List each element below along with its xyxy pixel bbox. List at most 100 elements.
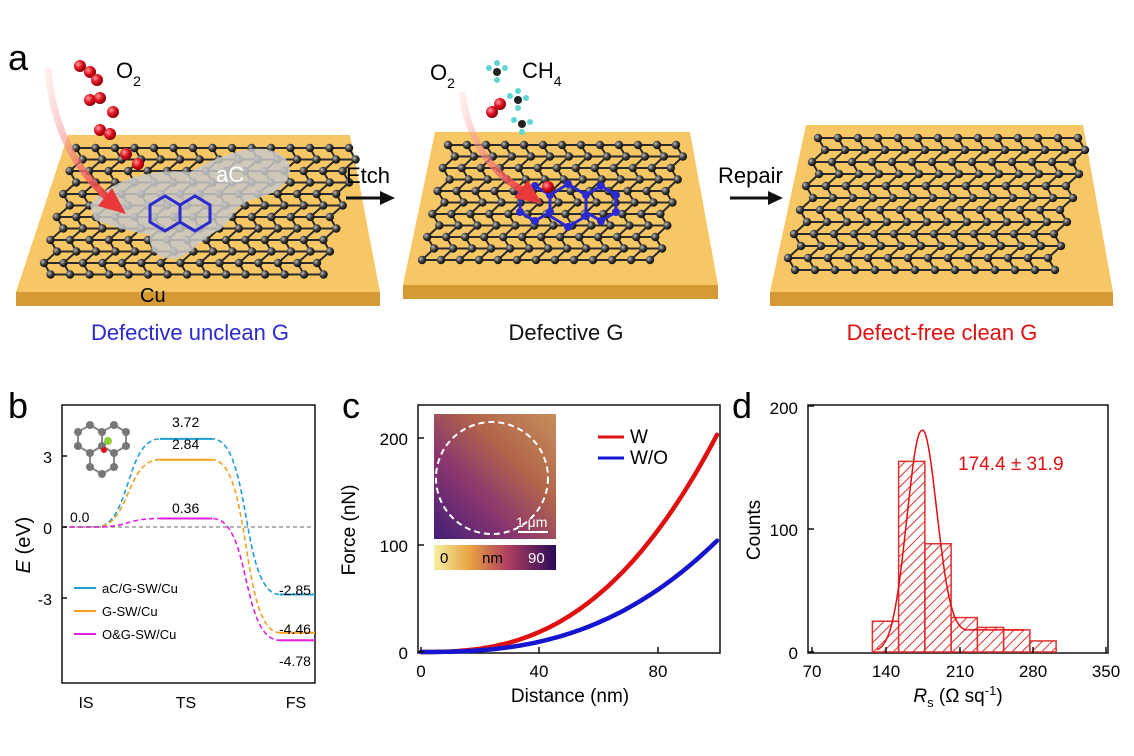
panel-a-letter: a bbox=[8, 37, 29, 78]
afm-dashed-circle bbox=[435, 421, 549, 535]
energy-curve-1 bbox=[62, 438, 315, 596]
colorbar-max: 90 bbox=[528, 550, 545, 567]
methane-molecules bbox=[486, 60, 533, 135]
y-ticks-d bbox=[808, 405, 814, 653]
colorbar-unit: nm bbox=[482, 550, 503, 567]
value-label-fs3: -4.78 bbox=[279, 653, 311, 669]
panel-b: b 3 0 -3 E (eV) bbox=[8, 385, 316, 712]
amorphous-carbon-blob bbox=[90, 148, 291, 259]
histogram-bar-7 bbox=[1029, 640, 1057, 653]
caption-defective: Defective G bbox=[509, 320, 624, 345]
y-tick-label-d-0: 0 bbox=[789, 644, 798, 663]
y-tick-label-b-0: 0 bbox=[43, 521, 52, 538]
legend-b: aC/G-SW/Cu G-SW/Cu O&G-SW/Cu bbox=[74, 581, 178, 642]
plot-frame-c bbox=[417, 404, 721, 654]
panel-c-letter: c bbox=[342, 385, 360, 426]
fit-annotation-d: 174.4 ± 31.9 bbox=[958, 454, 1064, 475]
panel-c: c 0 100 200 0 40 80 Distance (nm) Force … bbox=[339, 385, 721, 707]
legend-c: W W/O bbox=[598, 427, 668, 469]
oxygen-flux-arrow-2 bbox=[458, 91, 527, 196]
oxygen-flux-arrow-1 bbox=[44, 67, 113, 203]
amorphous-carbon-label: aC bbox=[216, 162, 244, 187]
value-label-ts1: 3.72 bbox=[172, 414, 199, 430]
x-ticks-c bbox=[420, 647, 659, 653]
histogram-bar-3 bbox=[924, 543, 952, 653]
graphene-lattice-2 bbox=[417, 140, 688, 265]
energy-profile-lines bbox=[62, 437, 315, 642]
inset-molecule-b bbox=[74, 421, 130, 478]
plot-frame-d bbox=[807, 404, 1109, 654]
x-tick-label-d-70: 70 bbox=[803, 662, 822, 681]
x-tick-label-d-280: 280 bbox=[1019, 662, 1047, 681]
o2-label-1: O2 bbox=[116, 58, 141, 89]
cu-label: Cu bbox=[140, 285, 166, 307]
x-tick-label-d-140: 140 bbox=[872, 662, 900, 681]
value-label-fs1: -2.85 bbox=[279, 582, 311, 598]
x-tick-label-c-80: 80 bbox=[649, 662, 668, 681]
oxygen-flux-arrowhead-1 bbox=[98, 188, 126, 214]
o2-label-2: O2 bbox=[430, 60, 455, 91]
lattice-atoms bbox=[417, 140, 688, 265]
y-axis-label-d: Counts bbox=[744, 500, 765, 560]
x-axis-label-d: Rs (Ω sq-1) bbox=[913, 683, 1002, 710]
legend-b-item-3: O&G-SW/Cu bbox=[102, 627, 176, 642]
y-axis-label-c: Force (nN) bbox=[339, 485, 360, 576]
x-tick-label-b-fs: FS bbox=[286, 695, 306, 712]
caption-defect-free: Defect-free clean G bbox=[847, 320, 1038, 345]
defect-ring-1 bbox=[148, 194, 212, 233]
lattice-atoms bbox=[783, 133, 1090, 275]
etch-arrow bbox=[346, 191, 395, 205]
x-tick-label-c-40: 40 bbox=[530, 662, 549, 681]
y-tick-label-c-100: 100 bbox=[380, 537, 408, 556]
panel-b-letter: b bbox=[8, 385, 28, 426]
y-tick-label-b-3: 3 bbox=[43, 450, 52, 467]
y-tick-label-b-m3: -3 bbox=[38, 592, 52, 609]
x-tick-label-d-350: 350 bbox=[1092, 662, 1120, 681]
value-label-is: 0.0 bbox=[70, 509, 90, 525]
y-tick-label-c-200: 200 bbox=[380, 430, 408, 449]
x-tick-label-d-210: 210 bbox=[946, 662, 974, 681]
histogram-bar-6 bbox=[1002, 629, 1031, 653]
legend-b-item-1: aC/G-SW/Cu bbox=[102, 581, 178, 596]
y-tick-label-d-100: 100 bbox=[770, 521, 798, 540]
x-ticks-d bbox=[811, 647, 1107, 653]
etch-label: Etch bbox=[346, 163, 390, 188]
histogram-bars bbox=[871, 429, 1057, 653]
y-axis-label-b: E (eV) bbox=[13, 517, 35, 574]
x-axis-label-c: Distance (nm) bbox=[511, 686, 629, 707]
force-curve-wo bbox=[418, 538, 720, 655]
graphene-lattice-3 bbox=[783, 133, 1090, 275]
x-tick-label-c-0: 0 bbox=[416, 662, 425, 681]
y-ticks-b bbox=[62, 455, 67, 599]
plot-frame-b bbox=[61, 404, 316, 684]
repair-label: Repair bbox=[718, 163, 783, 188]
x-tick-label-b-is: IS bbox=[78, 695, 93, 712]
y-tick-label-c-0: 0 bbox=[399, 644, 408, 663]
oxygen-molecule-2 bbox=[486, 98, 554, 193]
afm-colorbar: 0 nm 90 bbox=[434, 545, 556, 570]
afm-scale-bar-label: 1 μm bbox=[516, 514, 547, 530]
y-tick-label-d-200: 200 bbox=[770, 399, 798, 418]
afm-inset-image: 1 μm bbox=[434, 414, 556, 539]
colorbar-min: 0 bbox=[440, 550, 448, 567]
ch4-label: CH4 bbox=[522, 58, 562, 89]
repair-arrow bbox=[730, 191, 783, 205]
panel-d-letter: d bbox=[732, 385, 752, 426]
value-label-ts2: 2.84 bbox=[172, 436, 199, 452]
gaussian-fit-curve bbox=[876, 429, 965, 651]
y-ticks-c bbox=[418, 437, 424, 653]
histogram-bar-2 bbox=[897, 460, 926, 653]
energy-curve-3 bbox=[62, 517, 315, 642]
histogram-bar-4 bbox=[950, 616, 979, 653]
force-distance-curves bbox=[418, 432, 720, 655]
panel-d: d 0 100 200 70 140 210 280 350 Rs (Ω sq-… bbox=[732, 385, 1120, 710]
oxygen-flux-arrowhead-2 bbox=[514, 180, 542, 204]
oxygen-molecules-1 bbox=[74, 60, 144, 170]
energy-curve-2 bbox=[62, 458, 315, 634]
caption-defective-unclean: Defective unclean G bbox=[91, 320, 289, 345]
panel-a: a bbox=[8, 37, 1113, 345]
defect-atoms-2 bbox=[516, 180, 620, 231]
legend-c-item-wo: W/O bbox=[630, 448, 668, 469]
x-tick-label-b-ts: TS bbox=[176, 695, 196, 712]
legend-b-item-2: G-SW/Cu bbox=[102, 604, 158, 619]
